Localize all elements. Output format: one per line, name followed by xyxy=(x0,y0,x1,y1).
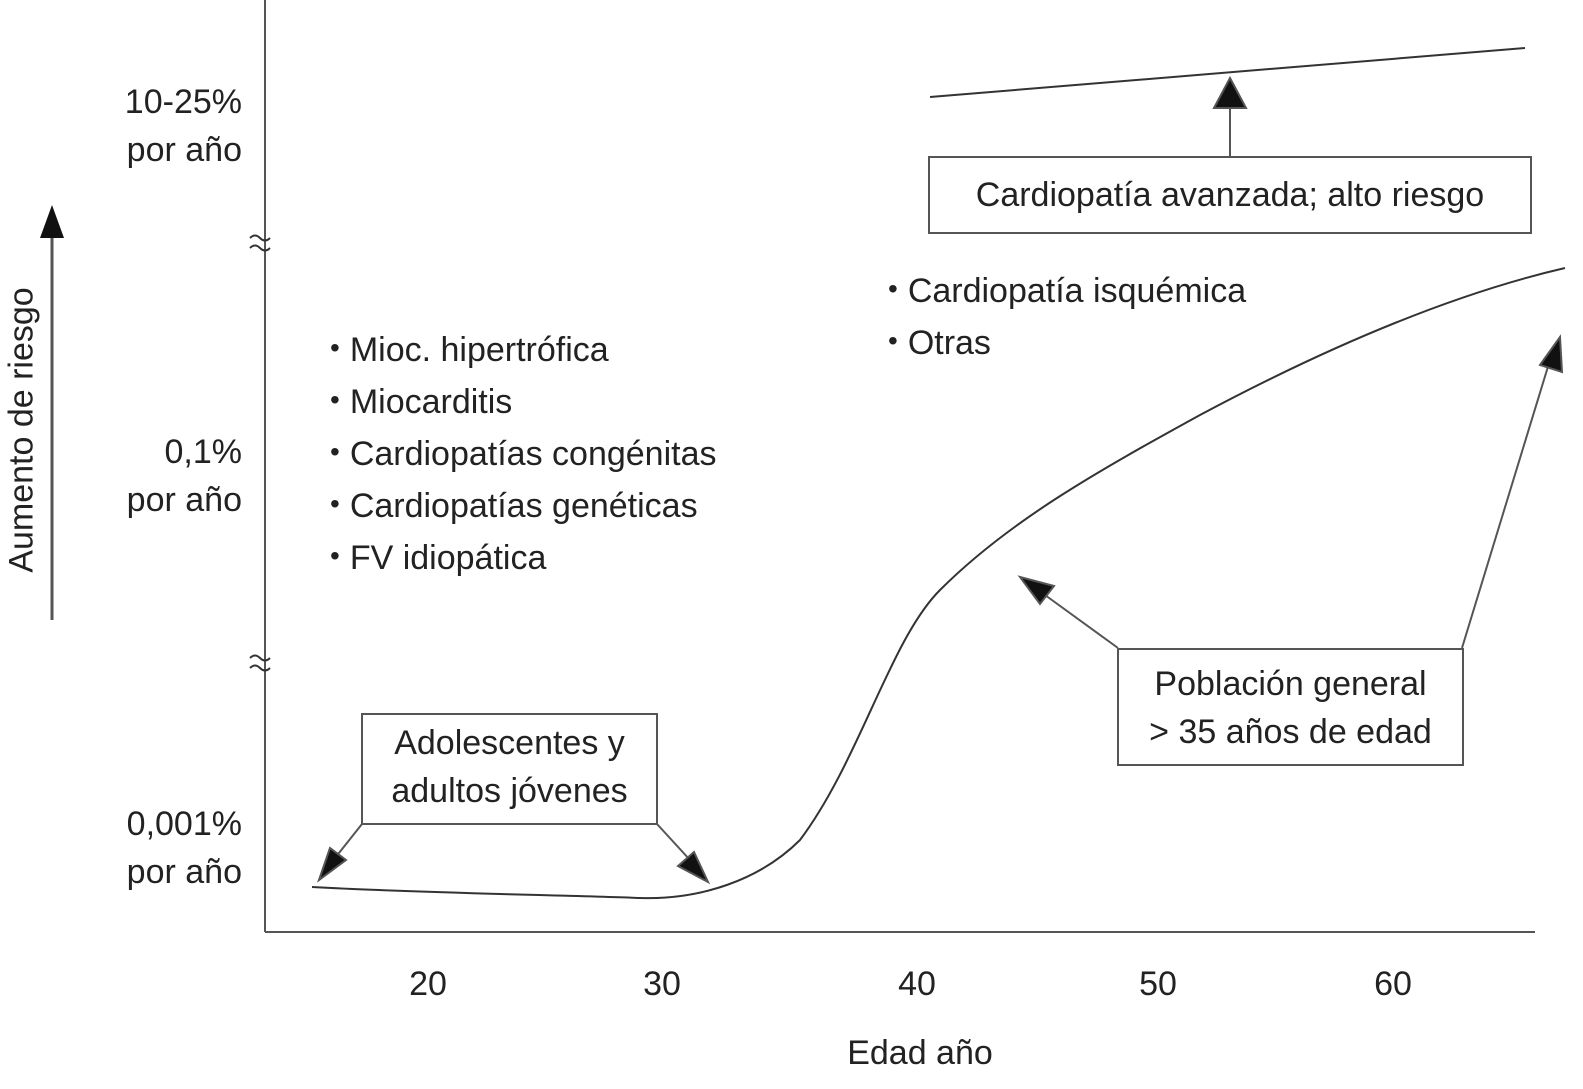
list-item: FV idiopática xyxy=(330,533,717,585)
arrowhead-general-right xyxy=(1538,334,1564,374)
y-tick-label-high: 10-25% por año xyxy=(62,78,242,174)
advanced-heart-disease-box: Cardiopatía avanzada; alto riesgo xyxy=(928,156,1532,234)
arrow-general-right xyxy=(1461,359,1551,649)
arrow-young-right xyxy=(656,823,691,861)
x-axis-title: Edad año xyxy=(847,1034,993,1072)
y-tick-low-unit: por año xyxy=(126,853,242,891)
arrowhead-young-right xyxy=(676,850,711,885)
list-item: Otras xyxy=(888,318,1246,370)
list-item: Cardiopatías congénitas xyxy=(330,429,717,481)
y-axis-title-arrowhead xyxy=(40,205,64,238)
adult-causes-list: Cardiopatía isquémica Otras xyxy=(888,266,1246,370)
general-population-box: Población general > 35 años de edad xyxy=(1117,648,1464,766)
series-advanced-heart-disease-line xyxy=(929,47,1526,98)
y-tick-mid-unit: por año xyxy=(126,481,242,519)
arrow-general-left xyxy=(1044,594,1119,649)
young-causes-list: Mioc. hipertrófica Miocarditis Cardiopat… xyxy=(330,325,717,585)
y-tick-label-low: 0,001% por año xyxy=(62,800,242,896)
arrowhead-general-left xyxy=(1017,575,1056,606)
x-tick-label: 40 xyxy=(898,965,936,1003)
y-tick-label-mid: 0,1% por año xyxy=(62,428,242,524)
arrowhead-advanced-up xyxy=(1212,75,1248,109)
y-tick-high-value: 10-25% xyxy=(124,83,242,121)
y-tick-low-value: 0,001% xyxy=(126,805,242,843)
y-tick-mid-value: 0,1% xyxy=(164,433,243,471)
x-tick-label: 50 xyxy=(1139,965,1177,1003)
list-item: Cardiopatía isquémica xyxy=(888,266,1246,318)
x-tick-label: 60 xyxy=(1374,965,1412,1003)
y-axis-title: Aumento de riesgo xyxy=(2,287,41,573)
axis-break-lower xyxy=(249,654,271,672)
list-item: Mioc. hipertrófica xyxy=(330,325,717,377)
y-tick-high-unit: por año xyxy=(126,131,242,169)
arrow-young-left xyxy=(334,823,363,859)
young-adults-box-line2: adultos jóvenes xyxy=(391,772,628,810)
series-general-population-line xyxy=(311,267,1566,900)
young-adults-box-line1: Adolescentes y xyxy=(394,724,625,762)
axis-break-upper xyxy=(249,234,271,252)
list-item: Miocarditis xyxy=(330,377,717,429)
arrowhead-young-left xyxy=(317,846,348,883)
advanced-heart-disease-box-text: Cardiopatía avanzada; alto riesgo xyxy=(975,176,1485,214)
general-population-box-line1: Población general xyxy=(1154,665,1427,703)
young-adults-box: Adolescentes y adultos jóvenes xyxy=(361,713,658,825)
x-tick-label: 30 xyxy=(643,965,681,1003)
general-population-box-line2: > 35 años de edad xyxy=(1149,713,1432,751)
x-tick-label: 20 xyxy=(409,965,447,1003)
list-item: Cardiopatías genéticas xyxy=(330,481,717,533)
